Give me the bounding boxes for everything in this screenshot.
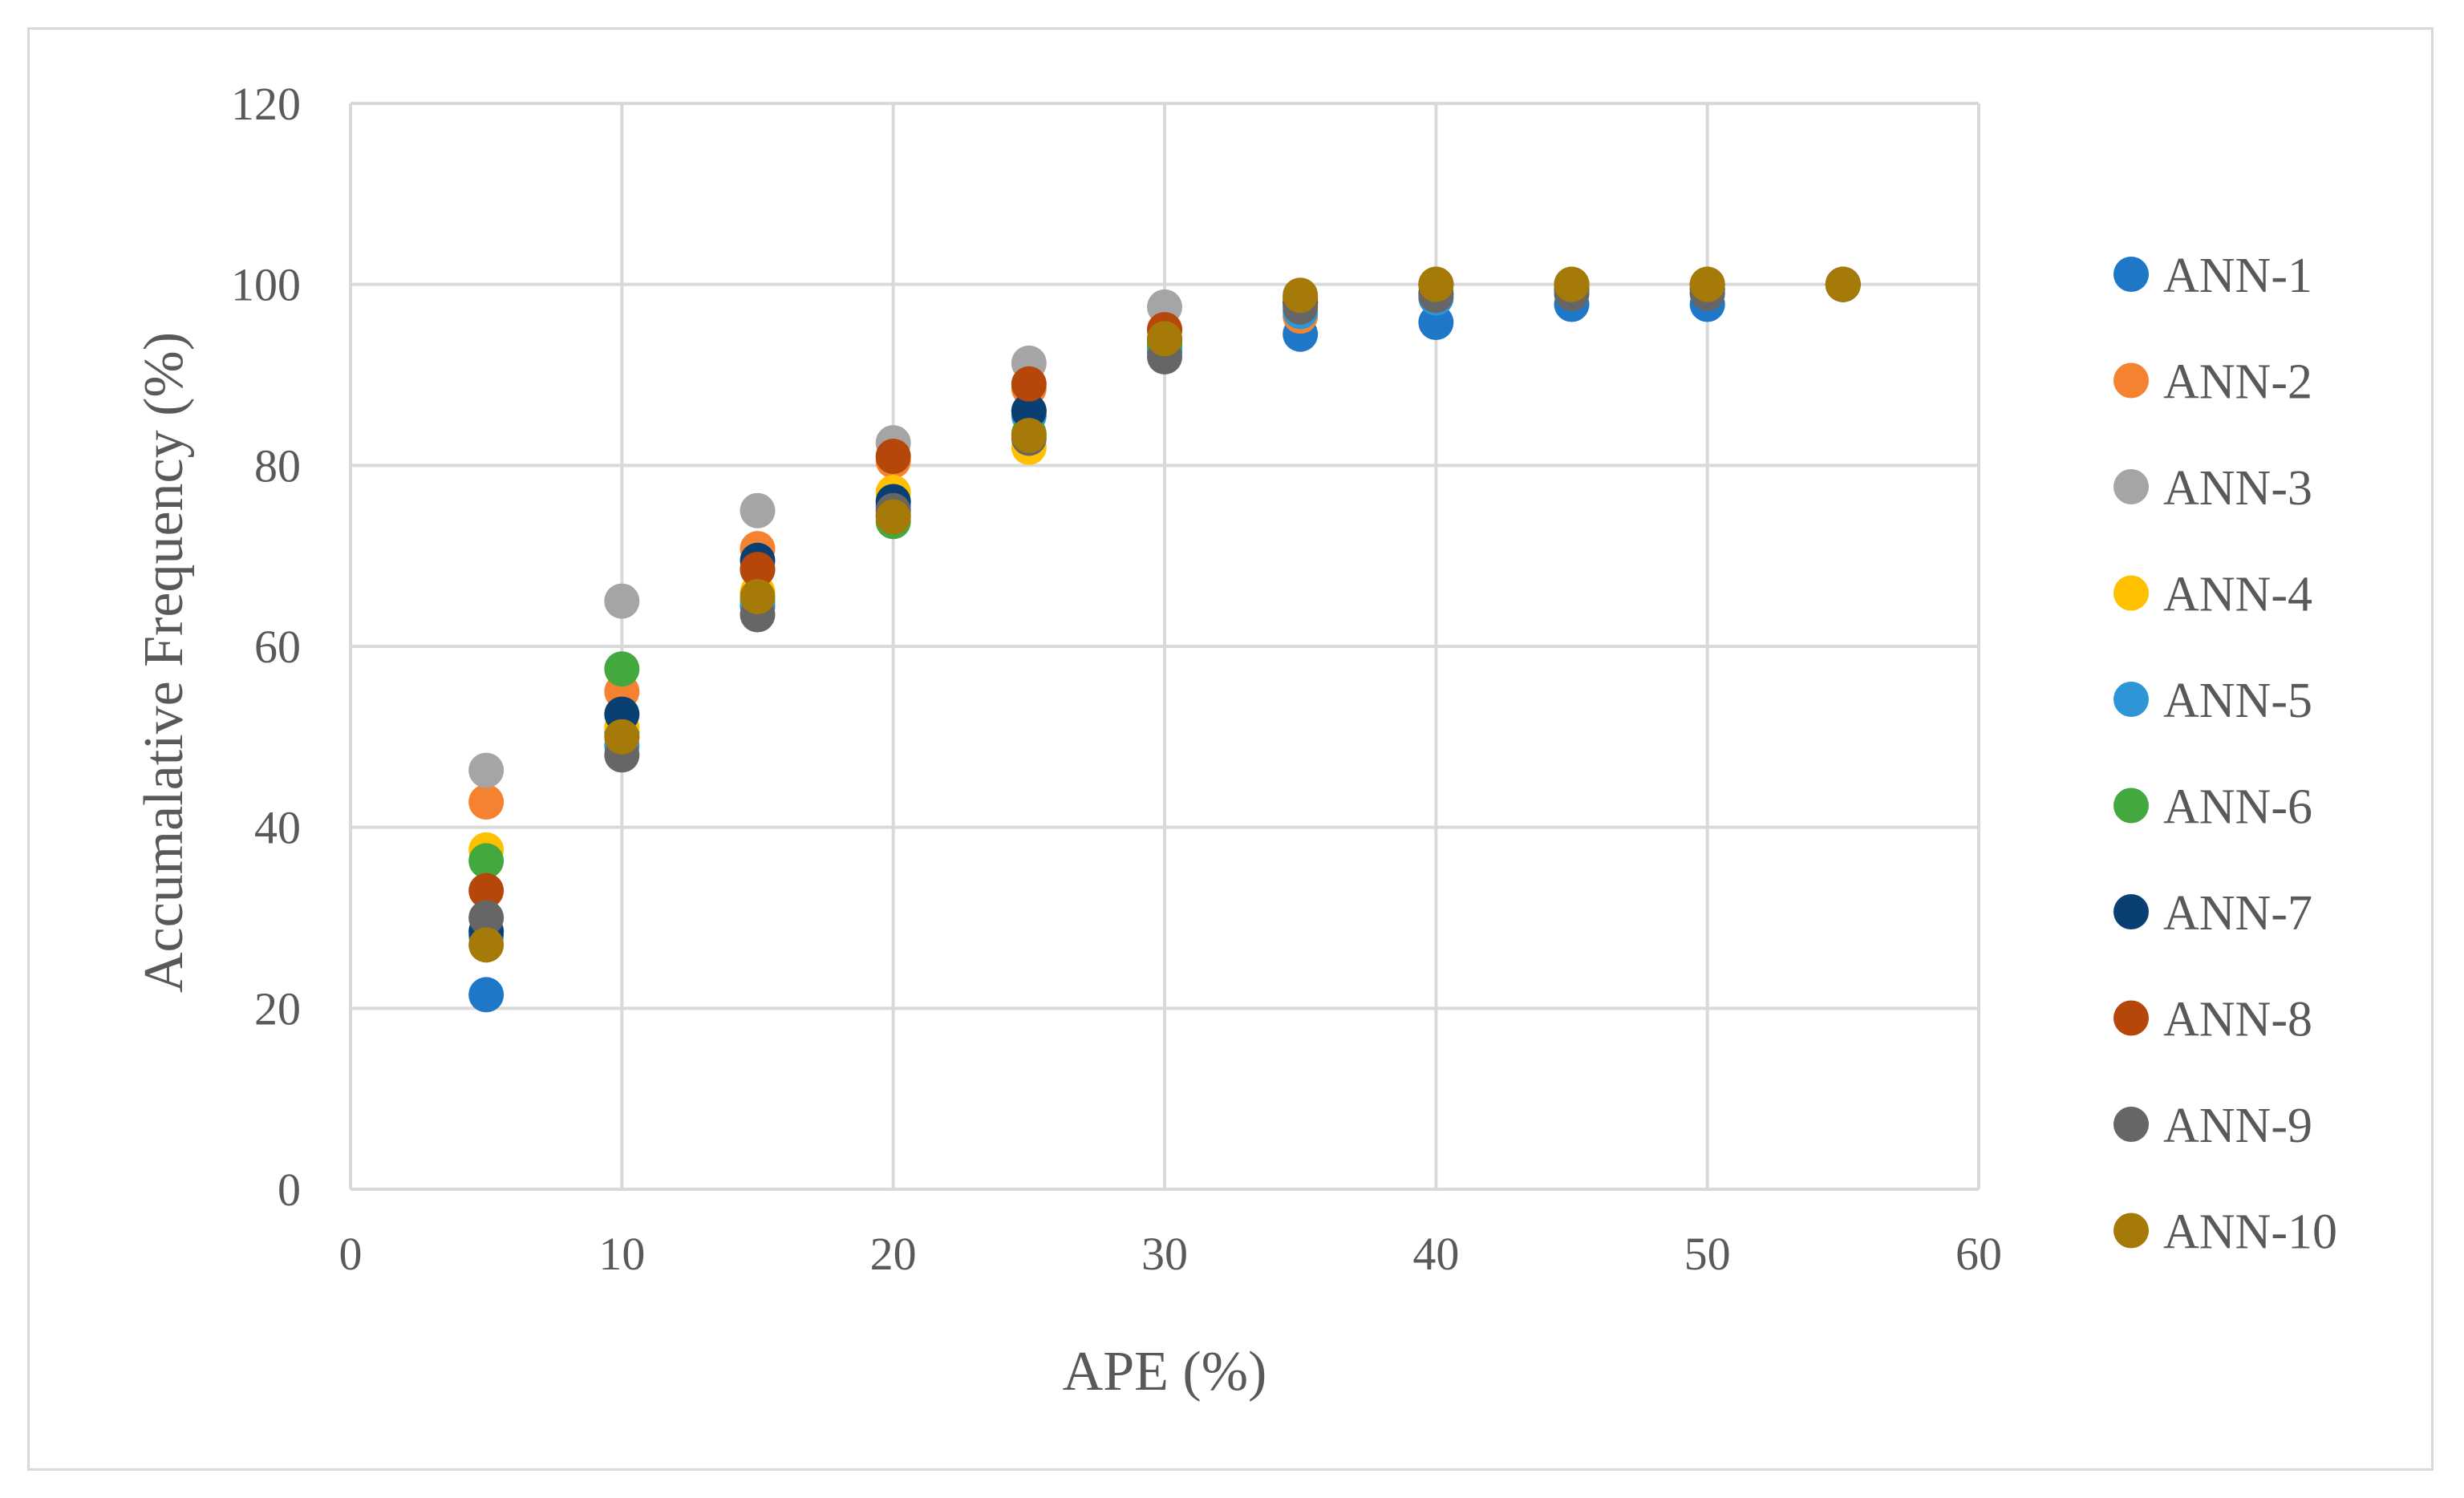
legend-item: ANN-10 <box>2113 1205 2337 1260</box>
legend-label: ANN-6 <box>2163 780 2312 835</box>
legend-marker <box>2113 787 2149 824</box>
legend-marker <box>2113 362 2149 399</box>
legend-marker <box>2113 1107 2149 1142</box>
legend-item: ANN-3 <box>2113 461 2312 516</box>
y-tick-label: 60 <box>254 621 301 673</box>
data-point <box>1825 266 1861 302</box>
chart-frame: 0 10 20 30 40 50 60 0 20 40 60 80 100 120 APE (%) Ac… <box>27 27 2434 1471</box>
legend-item: ANN-9 <box>2113 1099 2312 1153</box>
legend-label: ANN-5 <box>2163 674 2312 728</box>
data-point <box>740 492 776 528</box>
y-axis-title: Accumalative Frequency (%) <box>133 332 195 993</box>
legend-item: ANN-1 <box>2113 249 2312 303</box>
x-tick-label: 0 <box>339 1228 363 1280</box>
data-points <box>468 266 1861 1013</box>
data-point <box>468 872 505 909</box>
legend-label: ANN-2 <box>2163 355 2312 410</box>
data-point <box>468 752 505 788</box>
gridlines <box>349 102 1980 1191</box>
y-tick-label: 0 <box>278 1164 301 1216</box>
legend-label: ANN-1 <box>2163 249 2312 303</box>
y-tick-label: 40 <box>254 802 301 854</box>
data-point <box>468 977 505 1013</box>
y-tick-labels: 0 20 40 60 80 100 120 <box>231 78 301 1216</box>
legend-label: ANN-7 <box>2163 886 2312 941</box>
legend-marker <box>2113 575 2149 611</box>
legend-marker <box>2113 1000 2149 1036</box>
data-point <box>1011 366 1047 402</box>
data-point <box>1554 266 1590 302</box>
data-point <box>740 552 776 588</box>
data-point <box>468 927 505 963</box>
legend-item: ANN-8 <box>2113 993 2312 1047</box>
legend-marker <box>2113 257 2149 292</box>
x-tick-label: 50 <box>1684 1228 1731 1280</box>
legend-label: ANN-8 <box>2163 993 2312 1047</box>
legend-item: ANN-5 <box>2113 674 2312 728</box>
x-tick-labels: 0 10 20 30 40 50 60 <box>339 1228 2003 1280</box>
x-tick-label: 10 <box>598 1228 645 1280</box>
data-point <box>604 719 640 755</box>
data-point <box>604 583 640 619</box>
scatter-chart: 0 10 20 30 40 50 60 0 20 40 60 80 100 120 APE (%) Ac… <box>133 78 2337 1403</box>
legend-marker <box>2113 1213 2149 1249</box>
x-tick-label: 60 <box>1955 1228 2002 1280</box>
y-tick-label: 100 <box>231 259 301 311</box>
legend-marker <box>2113 469 2149 504</box>
data-point <box>1418 305 1454 341</box>
data-point <box>1011 418 1047 454</box>
x-axis-title: APE (%) <box>1063 1341 1267 1403</box>
data-point <box>468 784 505 820</box>
x-tick-label: 40 <box>1412 1228 1459 1280</box>
legend-label: ANN-3 <box>2163 461 2312 516</box>
data-point <box>604 651 640 687</box>
data-point <box>468 843 505 879</box>
legend-item: ANN-4 <box>2113 568 2312 622</box>
data-point <box>1283 277 1319 314</box>
y-tick-label: 20 <box>254 982 301 1034</box>
legend-label: ANN-9 <box>2163 1099 2312 1153</box>
data-point <box>740 578 776 614</box>
legend-item: ANN-2 <box>2113 355 2312 410</box>
data-point <box>468 900 505 936</box>
legend-marker <box>2113 894 2149 929</box>
data-point <box>875 499 911 535</box>
x-tick-label: 30 <box>1141 1228 1188 1280</box>
y-tick-label: 120 <box>231 78 301 130</box>
legend-label: ANN-10 <box>2163 1205 2337 1260</box>
data-point <box>1689 266 1725 302</box>
x-tick-label: 20 <box>870 1228 917 1280</box>
legend-label: ANN-4 <box>2163 568 2312 622</box>
legend-item: ANN-6 <box>2113 780 2312 835</box>
data-point <box>1418 266 1454 302</box>
data-point <box>875 439 911 475</box>
data-point <box>1011 393 1047 429</box>
legend-marker <box>2113 682 2149 717</box>
legend: ANN-1 ANN-2 ANN-3 ANN-4 ANN-5 ANN-6 ANN-7 ANN-8… <box>2113 249 2337 1260</box>
legend-item: ANN-7 <box>2113 886 2312 941</box>
data-point <box>1147 321 1182 357</box>
y-tick-label: 80 <box>254 439 301 492</box>
series-ann-10 <box>468 266 1861 963</box>
